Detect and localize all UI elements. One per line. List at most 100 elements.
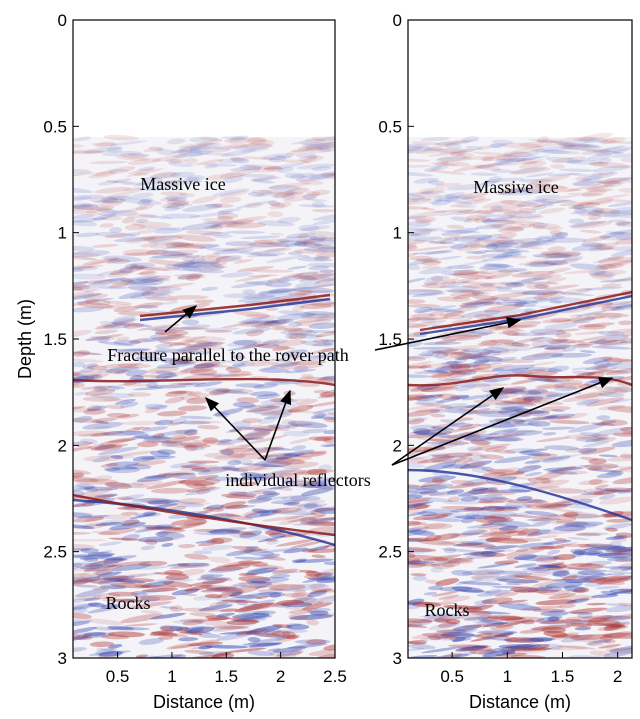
texture <box>73 472 85 479</box>
texture <box>456 351 483 357</box>
texture <box>186 175 205 181</box>
texture <box>608 511 632 519</box>
texture <box>540 251 571 258</box>
texture <box>273 190 296 199</box>
texture <box>444 344 486 351</box>
texture <box>103 467 121 472</box>
texture <box>277 487 293 491</box>
texture <box>429 371 456 379</box>
texture <box>532 253 573 258</box>
texture <box>86 443 129 450</box>
x-tick-label: 2 <box>276 667 285 686</box>
texture <box>312 213 335 221</box>
texture <box>212 248 254 255</box>
texture <box>600 137 626 145</box>
texture <box>574 523 598 529</box>
texture <box>428 622 461 631</box>
texture <box>288 614 309 620</box>
texture <box>526 518 562 521</box>
texture <box>283 194 320 203</box>
arrow <box>164 305 198 333</box>
texture <box>501 651 516 655</box>
texture <box>475 225 503 230</box>
texture <box>232 310 270 317</box>
texture <box>479 301 502 306</box>
texture <box>185 265 225 269</box>
texture <box>280 461 319 469</box>
texture <box>162 581 193 588</box>
texture <box>408 143 431 148</box>
texture <box>308 588 333 595</box>
texture <box>181 319 200 326</box>
texture <box>288 321 302 328</box>
texture <box>73 524 95 530</box>
texture <box>256 343 280 349</box>
texture <box>95 319 138 328</box>
texture <box>234 613 259 619</box>
texture <box>192 550 213 555</box>
texture <box>74 555 114 559</box>
texture <box>494 281 533 290</box>
texture <box>285 422 299 430</box>
texture <box>419 490 439 495</box>
texture <box>182 619 204 626</box>
texture <box>263 446 294 451</box>
texture <box>83 408 106 415</box>
texture <box>284 606 319 612</box>
texture <box>73 562 104 569</box>
texture <box>277 216 301 224</box>
texture <box>439 419 466 425</box>
texture <box>427 635 441 641</box>
texture <box>588 615 613 623</box>
texture <box>429 455 467 463</box>
texture <box>318 464 333 471</box>
texture <box>93 626 117 631</box>
texture <box>481 598 498 605</box>
texture <box>299 340 334 347</box>
texture <box>588 270 616 278</box>
texture <box>178 568 206 577</box>
texture <box>461 478 489 487</box>
texture <box>239 174 276 178</box>
texture <box>549 420 591 425</box>
texture <box>73 539 108 542</box>
texture <box>240 475 283 481</box>
texture <box>130 485 150 489</box>
texture <box>450 369 477 375</box>
texture <box>551 409 565 413</box>
texture <box>506 530 528 537</box>
texture <box>144 403 167 410</box>
texture <box>137 229 155 235</box>
texture <box>157 429 199 436</box>
texture <box>583 488 604 496</box>
texture <box>450 506 493 513</box>
texture <box>107 348 150 352</box>
texture <box>126 168 164 177</box>
texture <box>533 296 549 300</box>
texture <box>149 242 191 249</box>
texture <box>228 370 252 376</box>
texture <box>472 151 513 157</box>
texture <box>432 192 466 202</box>
texture <box>566 567 607 572</box>
texture <box>416 394 443 402</box>
texture <box>434 182 462 188</box>
texture <box>100 216 123 221</box>
texture <box>527 138 570 144</box>
texture <box>88 160 128 165</box>
texture <box>295 173 335 182</box>
texture <box>95 444 117 450</box>
texture <box>602 632 632 639</box>
texture <box>181 361 195 365</box>
texture <box>484 433 526 440</box>
texture <box>236 397 260 404</box>
texture <box>558 603 576 609</box>
texture <box>285 149 308 155</box>
texture <box>241 418 262 423</box>
texture <box>408 458 429 464</box>
texture <box>527 174 571 186</box>
texture <box>151 172 182 180</box>
texture <box>535 471 566 481</box>
texture <box>278 355 308 361</box>
texture <box>297 500 326 507</box>
